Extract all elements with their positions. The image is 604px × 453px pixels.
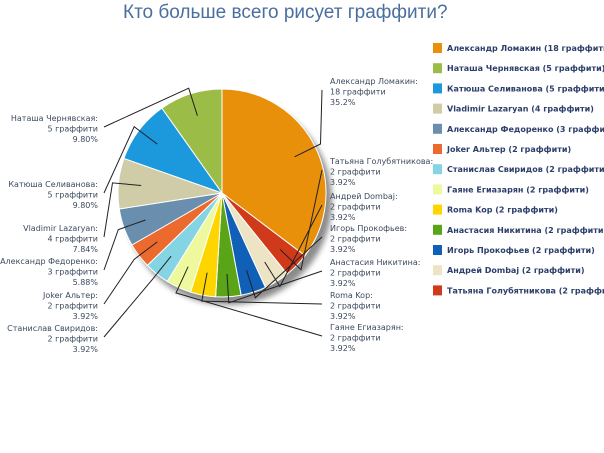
legend-swatch-александр-федоренко xyxy=(433,123,442,134)
legend-item-анастасия-никитина: Анастасия Никитина (2 граффити) xyxy=(447,226,604,235)
legend-item-александр-ломакин: Александр Ломакин (18 граффити) xyxy=(447,44,604,53)
legend-item-игорь-прокофьев: Игорь Прокофьев (2 граффити) xyxy=(447,246,595,255)
leader-line-гаяне-егиазарян xyxy=(175,266,323,337)
data-label-roma-kop: Roma Kop: 2 граффити 3.92% xyxy=(330,291,381,321)
legend-swatch-joker-альтер xyxy=(433,144,442,154)
legend-swatch-гаяне-егиазарян xyxy=(433,184,442,195)
legend-swatch-roma-kop xyxy=(433,204,442,215)
data-label-анастасия-никитина: Анастасия Никитина: 2 граффити 3.92% xyxy=(330,258,420,288)
legend-item-александр-федоренко: Александр Федоренко (3 граффити) xyxy=(447,125,604,134)
legend-swatch-станислав-свиридов xyxy=(433,164,442,175)
legend-swatch-татьяна-голубятникова xyxy=(433,285,442,296)
legend-swatch-наташа-чернявская xyxy=(433,63,442,74)
data-label-игорь-прокофьев: Игорь Прокофьев: 2 граффити 3.92% xyxy=(330,224,407,254)
legend-item-vladimir-lazaryan: Vladimir Lazaryan (4 граффити) xyxy=(447,105,594,114)
leader-line-анастасия-никитина xyxy=(226,270,323,304)
legend-item-андрей-dombaj: Андрей Dombaj (2 граффити) xyxy=(447,266,585,275)
legend-swatch-анастасия-никитина xyxy=(433,224,442,235)
chart-title: Кто больше всего рисует граффити? xyxy=(123,2,448,23)
leader-line-станислав-свиридов xyxy=(103,255,172,338)
legend-swatch-игорь-прокофьев xyxy=(433,245,442,255)
data-label-vladimir-lazaryan: Vladimir Lazaryan: 4 граффити 7.84% xyxy=(23,224,98,254)
leader-line-vladimir-lazaryan xyxy=(103,182,142,238)
leader-line-андрей-dombaj xyxy=(264,204,323,288)
leader-line-игорь-прокофьев xyxy=(246,236,323,299)
legend-item-станислав-свиридов: Станислав Свиридов (2 граффити) xyxy=(447,165,604,174)
legend-swatch-vladimir-lazaryan xyxy=(433,103,442,114)
data-label-александр-ломакин: Александр Ломакин: 18 граффити 35.2% xyxy=(330,77,418,107)
data-label-александр-федоренко: Александр Федоренко: 3 граффити 5.88% xyxy=(0,257,98,287)
leader-line-татьяна-голубятникова xyxy=(279,169,323,271)
data-label-катюша-селиванова: Катюша Селиванова: 5 граффити 9.80% xyxy=(8,180,98,210)
data-label-станислав-свиридов: Станислав Свиридов: 2 граффити 3.92% xyxy=(7,324,98,354)
legend-item-татьяна-голубятникова: Татьяна Голубятникова (2 граффити) xyxy=(447,285,604,295)
data-label-joker-альтер: Joker Альтер: 2 граффити 3.92% xyxy=(42,291,98,321)
leader-line-наташа-чернявская xyxy=(103,87,198,128)
legend-item-катюша-селиванова: Катюша Селиванова (5 граффити) xyxy=(447,84,604,93)
leader-line-roma-kop xyxy=(201,272,323,305)
legend-swatch-катюша-селиванова xyxy=(433,83,442,94)
legend-swatch-александр-ломакин xyxy=(433,43,442,53)
legend-item-joker-альтер: Joker Альтер (2 граффити) xyxy=(446,145,571,154)
legend-swatch-андрей-dombaj xyxy=(433,265,442,276)
data-label-наташа-чернявская: Наташа Чернявская: 5 граффити 9.80% xyxy=(11,114,99,144)
legend-item-гаяне-егиазарян: Гаяне Егиазарян (2 граффити) xyxy=(447,185,589,194)
data-label-татьяна-голубятникова: Татьяна Голубятникова: 2 граффити 3.92% xyxy=(329,157,433,187)
leader-line-александр-федоренко xyxy=(103,219,146,271)
legend-item-roma-kop: Roma Kop (2 граффити) xyxy=(447,206,558,215)
leader-line-александр-ломакин xyxy=(294,89,323,158)
leader-line-катюша-селиванова xyxy=(103,125,158,194)
leader-line-joker-альтер xyxy=(103,241,158,305)
legend-item-наташа-чернявская: Наташа Чернявская (5 граффити) xyxy=(447,64,604,73)
data-label-гаяне-егиазарян: Гаяне Егиазарян: 2 граффити 3.92% xyxy=(330,323,404,353)
data-label-андрей-dombaj: Андрей Dombaj: 2 граффити 3.92% xyxy=(330,192,398,222)
